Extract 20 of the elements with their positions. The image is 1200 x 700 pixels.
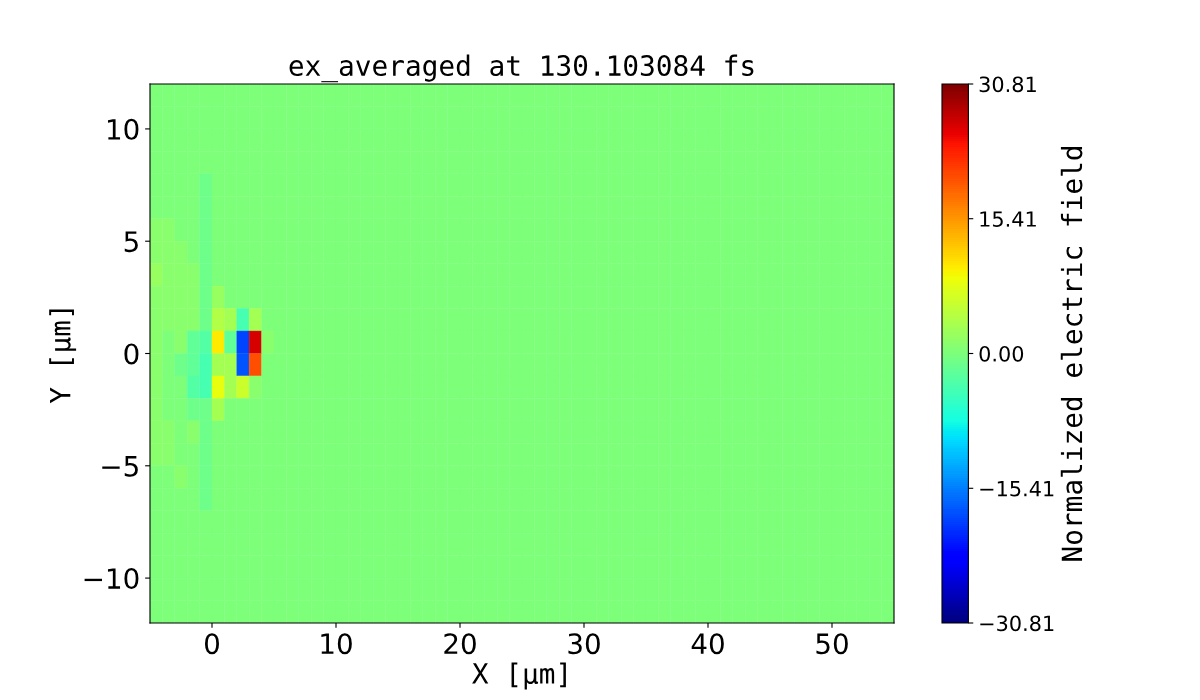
x-tick-label: 10 — [321, 633, 352, 655]
y-tick-label: 10 — [107, 118, 139, 140]
y-axis-title: Y [μm] — [49, 309, 77, 404]
x-tick-label: 50 — [816, 633, 848, 655]
color-bar-label: 30.81 — [979, 76, 1036, 93]
x-tick-label: 40 — [691, 633, 724, 655]
color-bar-label: 0.00 — [979, 345, 1024, 362]
x-tick-label: 20 — [444, 633, 476, 655]
x-tick-label: 30 — [568, 633, 600, 655]
y-tick-label: 5 — [124, 231, 138, 253]
color-bar-label: 15.41 — [980, 211, 1036, 227]
chart-title: ex_averaged at 130.103084 fs — [289, 54, 754, 83]
x-axis-title: X [μm] — [472, 662, 566, 690]
x-tick-label: 0 — [204, 633, 219, 655]
color-bar-title: Normalized electric field — [1060, 147, 1083, 561]
color-bar-label: −15.41 — [980, 481, 1054, 497]
y-tick-label: −5 — [102, 456, 138, 477]
color-bar-label: −30.81 — [980, 615, 1054, 632]
y-tick-label: −10 — [84, 568, 139, 590]
y-tick-label: 0 — [124, 343, 139, 365]
